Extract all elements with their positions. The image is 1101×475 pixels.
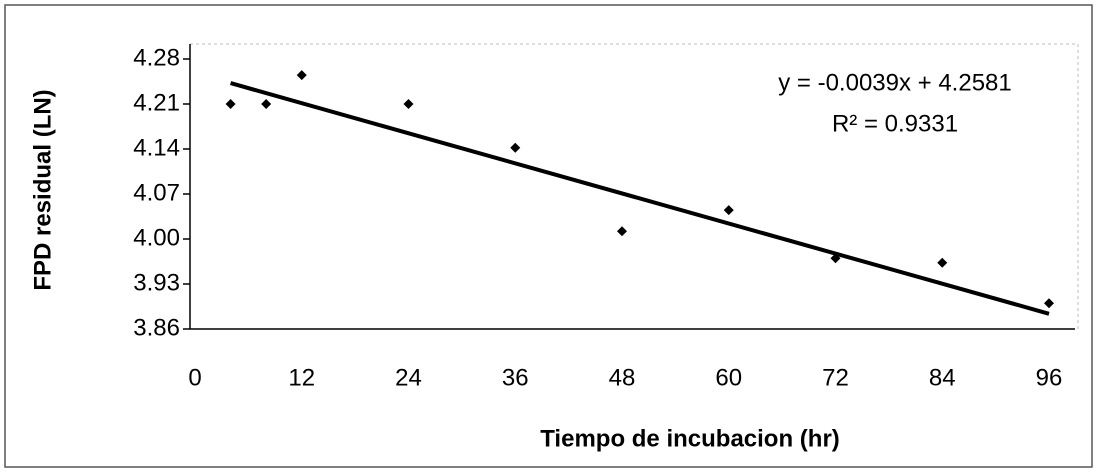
y-tick-label: 4.28 xyxy=(133,44,180,71)
x-axis-title: Tiempo de incubacion (hr) xyxy=(540,425,840,452)
x-tick-label: 12 xyxy=(288,364,315,391)
y-tick-label: 3.86 xyxy=(133,314,180,341)
data-point xyxy=(830,253,841,264)
y-tick-label: 4.07 xyxy=(133,179,180,206)
y-axis-title: FPD residual (LN) xyxy=(29,89,56,290)
y-tick-label: 4.21 xyxy=(133,89,180,116)
r-squared: R² = 0.9331 xyxy=(832,110,958,137)
data-point xyxy=(403,99,414,109)
x-tick-label: 96 xyxy=(1036,364,1063,391)
data-point xyxy=(937,257,948,268)
x-tick-label: 48 xyxy=(609,364,636,391)
x-tick-label: 72 xyxy=(822,364,849,391)
data-point xyxy=(296,70,307,81)
trendline-equation: y = -0.0039x + 4.2581 xyxy=(778,69,1012,96)
data-point xyxy=(617,226,627,237)
x-tick-label: 84 xyxy=(929,364,956,391)
y-tick-label: 3.93 xyxy=(133,269,180,296)
data-point xyxy=(261,99,272,109)
trendline xyxy=(230,81,1050,316)
data-point xyxy=(225,99,236,109)
data-point xyxy=(510,142,521,153)
x-tick-label: 36 xyxy=(502,364,529,391)
x-tick-label: 0 xyxy=(188,364,201,391)
x-tick-label: 24 xyxy=(395,364,422,391)
data-point xyxy=(1044,298,1054,309)
y-tick-label: 4.14 xyxy=(133,134,180,161)
chart-border xyxy=(4,4,1093,468)
data-point xyxy=(723,205,734,216)
x-tick-label: 60 xyxy=(715,364,742,391)
y-tick-label: 4.00 xyxy=(133,224,180,251)
